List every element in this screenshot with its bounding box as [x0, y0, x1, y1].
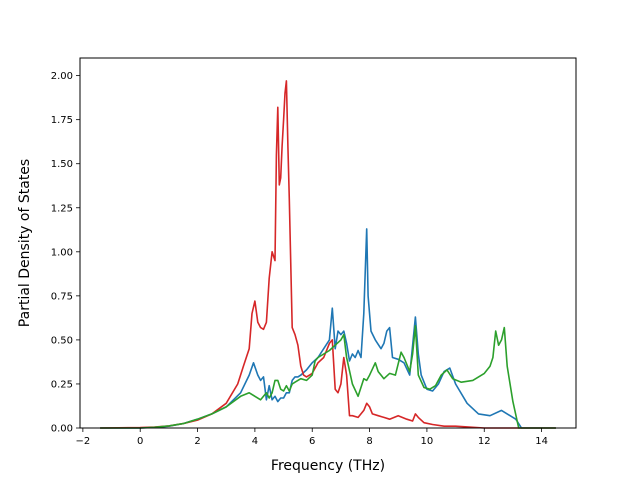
x-tick-label: −2 — [75, 436, 90, 447]
series-line-1 — [100, 228, 556, 429]
x-tick-label: 4 — [252, 436, 258, 447]
x-axis-ticks: −2 0 2 4 6 8 10 12 14 — [75, 428, 548, 447]
y-axis-ticks: 0.00 0.25 0.50 0.75 1.00 1.25 1.50 1.75 2.00 — [51, 71, 80, 435]
x-tick-label: 14 — [535, 436, 548, 447]
y-tick-label: 0.75 — [51, 291, 73, 302]
series-lines — [100, 80, 556, 429]
x-tick-label: 12 — [478, 436, 491, 447]
x-tick-label: 2 — [194, 436, 200, 447]
x-tick-label: 8 — [366, 436, 372, 447]
plot-frame — [79, 57, 577, 429]
x-tick-label: 10 — [421, 436, 434, 447]
x-tick-label: 6 — [309, 436, 315, 447]
y-tick-label: 0.00 — [51, 424, 73, 435]
y-tick-label: 1.75 — [51, 115, 73, 126]
y-tick-label: 2.00 — [51, 71, 73, 82]
series-line-3 — [100, 324, 556, 429]
y-tick-label: 0.25 — [51, 379, 73, 390]
x-axis-label: Frequency (THz) — [271, 458, 385, 474]
x-tick-label: 0 — [137, 436, 143, 447]
y-tick-label: 1.50 — [51, 159, 73, 170]
y-tick-label: 0.50 — [51, 335, 73, 346]
y-tick-label: 1.00 — [51, 247, 73, 258]
series-line-2 — [100, 80, 556, 429]
y-axis-label: Partial Density of States — [17, 159, 33, 327]
y-tick-label: 1.25 — [51, 203, 73, 214]
